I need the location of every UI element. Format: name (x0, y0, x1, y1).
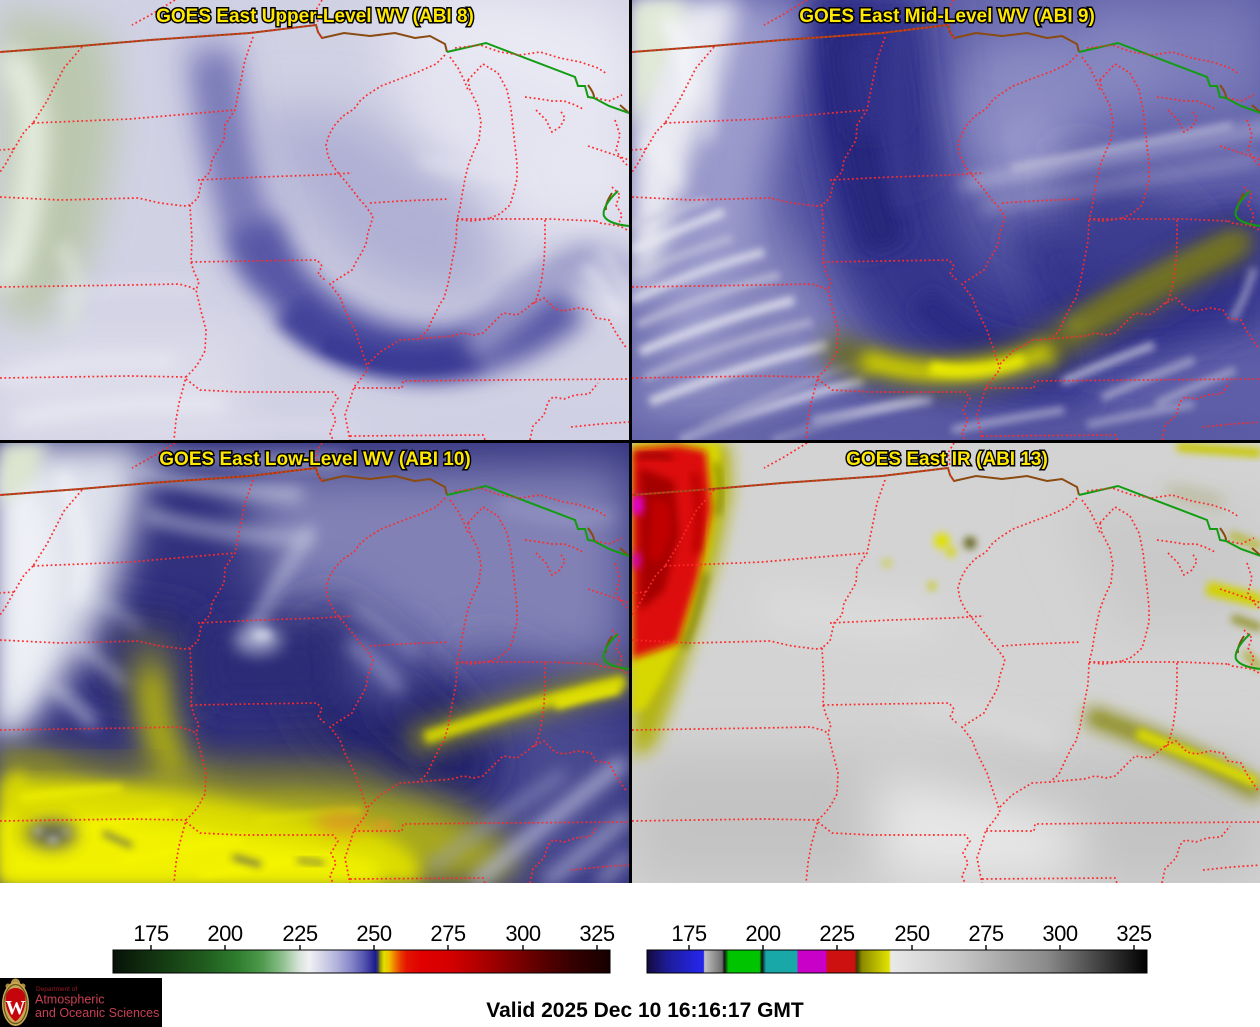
svg-text:300: 300 (1042, 921, 1077, 946)
svg-text:325: 325 (1116, 921, 1151, 946)
svg-text:200: 200 (207, 921, 242, 946)
svg-text:275: 275 (430, 921, 465, 946)
svg-text:175: 175 (133, 921, 168, 946)
svg-text:175: 175 (671, 921, 706, 946)
svg-text:200: 200 (745, 921, 780, 946)
svg-text:275: 275 (968, 921, 1003, 946)
svg-text:300: 300 (505, 921, 540, 946)
svg-text:W: W (6, 997, 26, 1019)
svg-text:225: 225 (819, 921, 854, 946)
svg-text:225: 225 (282, 921, 317, 946)
svg-text:GOES East Mid-Level WV (ABI 9): GOES East Mid-Level WV (ABI 9) (799, 6, 1095, 27)
svg-text:GOES East Low-Level WV (ABI 10: GOES East Low-Level WV (ABI 10) (159, 449, 470, 470)
svg-text:325: 325 (579, 921, 614, 946)
svg-text:250: 250 (356, 921, 391, 946)
svg-text:GOES East Upper-Level WV (ABI: GOES East Upper-Level WV (ABI 8) (156, 6, 474, 27)
svg-text:and Oceanic Sciences: and Oceanic Sciences (35, 1006, 159, 1020)
svg-text:GOES East IR (ABI 13): GOES East IR (ABI 13) (846, 449, 1048, 470)
svg-text:Atmospheric: Atmospheric (35, 993, 104, 1007)
svg-text:250: 250 (894, 921, 929, 946)
svg-text:Department of: Department of (36, 986, 77, 993)
svg-text:Valid 2025 Dec 10 16:16:17 GMT: Valid 2025 Dec 10 16:16:17 GMT (486, 999, 804, 1022)
